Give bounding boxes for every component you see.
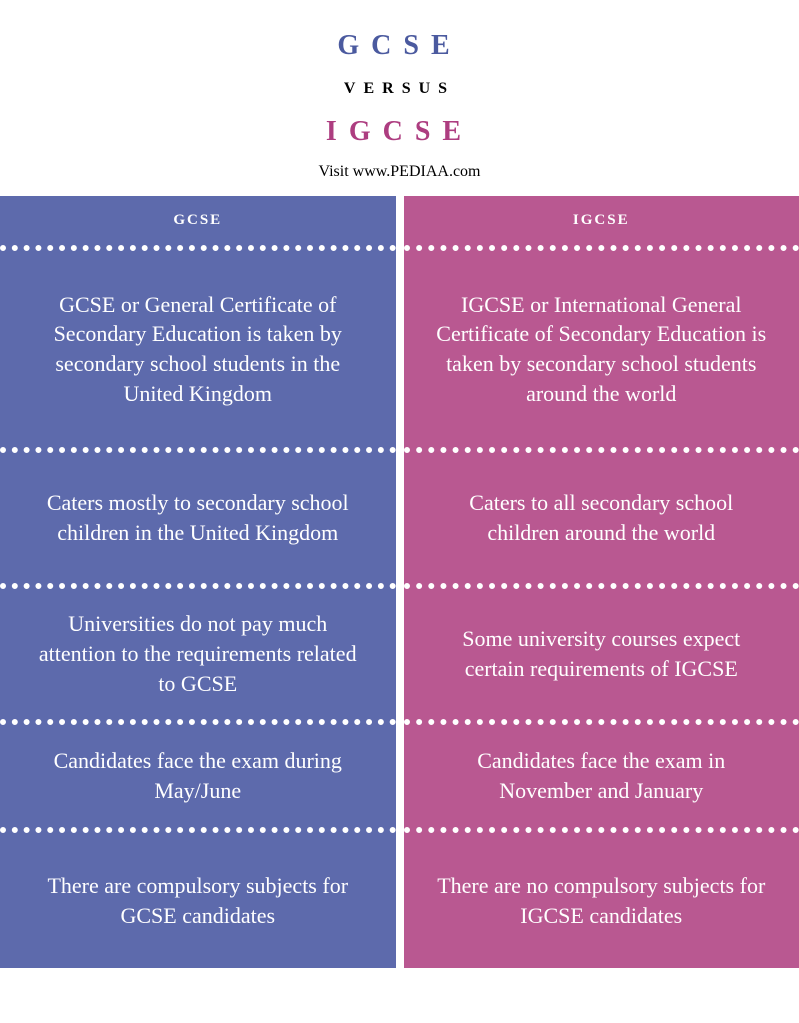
column-right: IGCSE IGCSE or International General Cer…: [404, 196, 799, 968]
column-header-left: GCSE: [0, 196, 396, 251]
title-left: GCSE: [0, 30, 799, 62]
column-left: GCSE GCSE or General Certificate of Seco…: [0, 196, 396, 968]
cell-right-3: Some university courses expect certain r…: [404, 589, 799, 725]
cell-right-5: There are no compulsory subjects for IGC…: [404, 833, 799, 968]
versus-text: VERSUS: [0, 80, 799, 98]
cell-left-3: Universities do not pay much attention t…: [0, 589, 396, 725]
column-header-right: IGCSE: [404, 196, 799, 251]
cell-right-2: Caters to all secondary school children …: [404, 453, 799, 589]
title-right: IGCSE: [0, 116, 799, 148]
cell-right-1: IGCSE or International General Certifica…: [404, 251, 799, 453]
header: GCSE VERSUS IGCSE Visit www.PEDIAA.com: [0, 0, 799, 196]
cell-right-4: Candidates face the exam in November and…: [404, 725, 799, 833]
comparison-table: GCSE GCSE or General Certificate of Seco…: [0, 196, 799, 968]
cell-left-5: There are compulsory subjects for GCSE c…: [0, 833, 396, 968]
cell-left-4: Candidates face the exam during May/June: [0, 725, 396, 833]
cell-left-2: Caters mostly to secondary school childr…: [0, 453, 396, 589]
cell-left-1: GCSE or General Certificate of Secondary…: [0, 251, 396, 453]
visit-link: Visit www.PEDIAA.com: [0, 163, 799, 181]
